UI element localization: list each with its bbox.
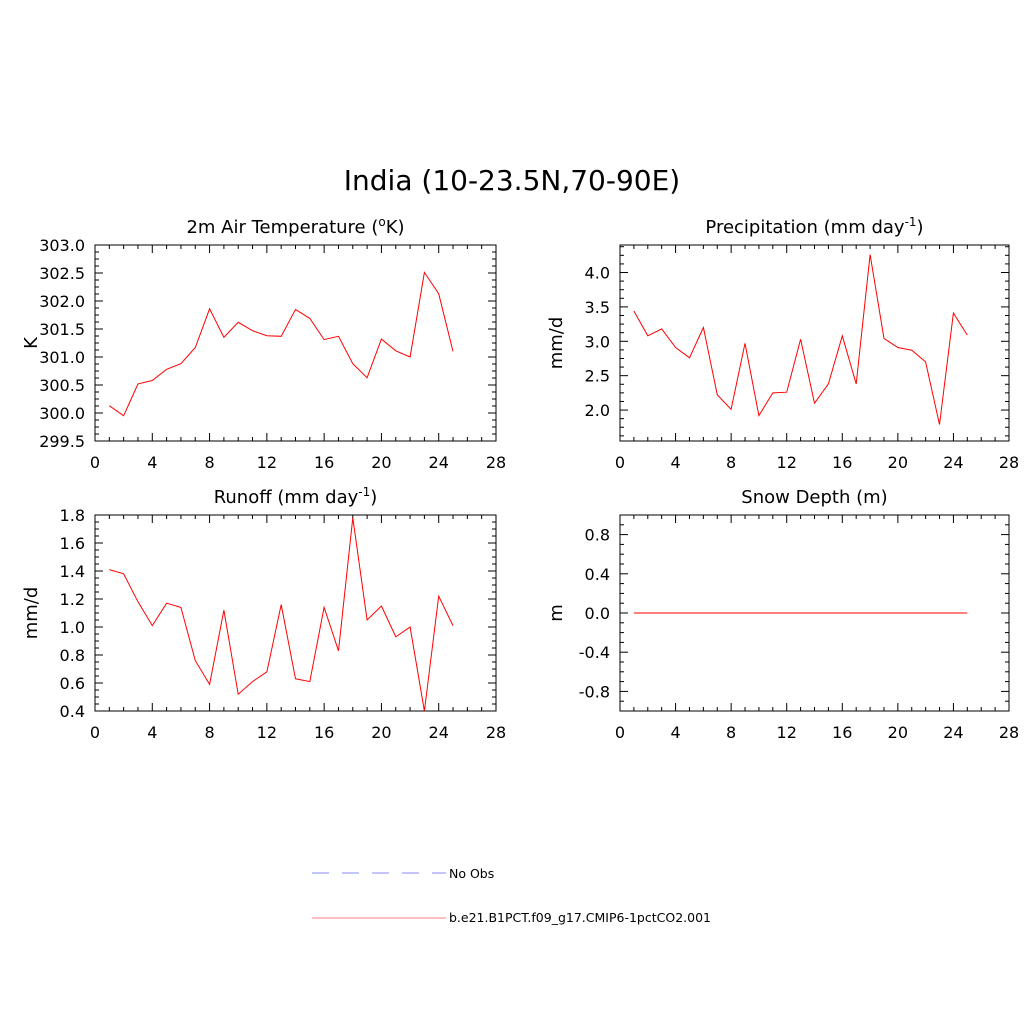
y-tick-label: 301.5 — [39, 320, 85, 339]
x-tick-label: 16 — [832, 723, 852, 742]
x-tick-label: 20 — [371, 453, 391, 472]
x-tick-label: 0 — [90, 723, 100, 742]
x-tick-label: 4 — [147, 453, 157, 472]
y-tick-label: 303.0 — [39, 236, 85, 255]
y-tick-label: 300.0 — [39, 404, 85, 423]
x-tick-label: 20 — [371, 723, 391, 742]
panel-title: 2m Air Temperature (oK) — [186, 215, 404, 238]
x-tick-label: 12 — [777, 453, 797, 472]
series-line-air-temperature — [109, 271, 454, 417]
y-tick-label: 1.8 — [60, 506, 85, 525]
x-tick-label: 0 — [90, 453, 100, 472]
y-tick-label: -0.8 — [579, 682, 610, 701]
x-tick-label: 8 — [726, 723, 736, 742]
x-tick-label: 4 — [670, 453, 680, 472]
x-tick-label: 20 — [888, 723, 908, 742]
series-line-runoff — [109, 517, 454, 712]
y-tick-label: 2.5 — [585, 367, 610, 386]
x-tick-label: 12 — [257, 453, 277, 472]
y-tick-label: 0.8 — [60, 646, 85, 665]
x-tick-label: 0 — [615, 453, 625, 472]
x-tick-label: 4 — [147, 723, 157, 742]
series-line-precipitation — [633, 254, 968, 425]
main-title: India (10-23.5N,70-90E) — [344, 164, 680, 197]
chart-air-temperature: 0 4 8 12 16 20 24 28 299.5 300.0 300.5 301.0 301.5 30… — [21, 215, 506, 472]
y-axis-label: m — [546, 604, 567, 622]
y-tick-label: 0.4 — [60, 702, 85, 721]
x-tick-label: 28 — [486, 453, 506, 472]
plot-frame — [94, 514, 497, 712]
x-tick-label: 28 — [999, 453, 1019, 472]
y-tick-label: 3.5 — [585, 298, 610, 317]
y-tick-label: 1.0 — [60, 618, 85, 637]
x-tick-label: 24 — [943, 453, 963, 472]
legend-label-no-obs: No Obs — [449, 866, 494, 881]
x-tick-label: 12 — [257, 723, 277, 742]
x-tick-label: 24 — [429, 453, 449, 472]
x-tick-label: 16 — [314, 723, 334, 742]
x-tick-label: 28 — [999, 723, 1019, 742]
x-tick-label: 24 — [429, 723, 449, 742]
y-axis-label: mm/d — [546, 317, 567, 370]
y-axis-label: K — [21, 336, 42, 349]
panel-title: Snow Depth (m) — [741, 487, 887, 508]
chart-panels: 0 4 8 12 16 20 24 28 299.5 300.0 300.5 301.0 301.5 30… — [21, 215, 1019, 742]
y-tick-label: 1.4 — [60, 562, 85, 581]
y-tick-label: 300.5 — [39, 376, 85, 395]
y-tick-label: 0.8 — [585, 526, 610, 545]
chart-runoff: 0 4 8 12 16 20 24 28 0.4 0.6 0.8 1.0 1.2 1.4 1.6 1.8 mm/… — [21, 485, 506, 742]
x-tick-label: 8 — [204, 723, 214, 742]
y-tick-label: 0.4 — [585, 565, 610, 584]
x-tick-label: 0 — [615, 723, 625, 742]
plot-frame — [619, 244, 1010, 442]
y-tick-label: 0.6 — [60, 674, 85, 693]
y-tick-label: 3.0 — [585, 332, 610, 351]
x-tick-label: 16 — [832, 453, 852, 472]
x-tick-label: 8 — [726, 453, 736, 472]
panel-title: Runoff (mm day-1) — [214, 485, 378, 508]
y-tick-label: 302.5 — [39, 264, 85, 283]
y-axis-label: mm/d — [21, 587, 42, 640]
y-tick-label: 1.6 — [60, 534, 85, 553]
legend: No Obs b.e21.B1PCT.f09_g17.CMIP6-1pctCO2… — [312, 866, 711, 925]
x-tick-label: 12 — [777, 723, 797, 742]
y-tick-label: 0.0 — [585, 604, 610, 623]
y-tick-label: 302.0 — [39, 292, 85, 311]
x-tick-label: 4 — [670, 723, 680, 742]
x-tick-label: 16 — [314, 453, 334, 472]
x-tick-label: 28 — [486, 723, 506, 742]
y-tick-label: -0.4 — [579, 643, 610, 662]
y-tick-label: 301.0 — [39, 348, 85, 367]
x-tick-label: 20 — [888, 453, 908, 472]
y-tick-label: 299.5 — [39, 432, 85, 451]
plot-frame — [94, 244, 497, 442]
chart-precipitation: 0 4 8 12 16 20 24 28 2.0 2.5 3.0 3.5 4.0 mm/d Precipit… — [546, 215, 1019, 472]
chart-snow-depth: 0 4 8 12 16 20 24 28 -0.8 -0.4 0.0 0.4 0.8 m Snow Dept… — [546, 487, 1019, 742]
y-tick-label: 4.0 — [585, 264, 610, 283]
x-tick-label: 8 — [204, 453, 214, 472]
legend-label-model: b.e21.B1PCT.f09_g17.CMIP6-1pctCO2.001 — [449, 910, 711, 925]
y-tick-label: 2.0 — [585, 401, 610, 420]
x-tick-label: 24 — [943, 723, 963, 742]
panel-title: Precipitation (mm day-1) — [705, 215, 923, 238]
y-tick-label: 1.2 — [60, 590, 85, 609]
